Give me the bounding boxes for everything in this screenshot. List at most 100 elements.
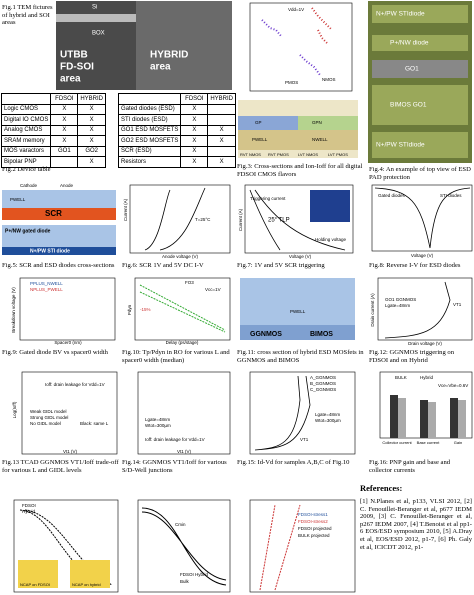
curve [144,187,206,251]
plot-label: Wtot=300µm [315,418,341,423]
legend: PPLUS_NWELL [30,281,63,286]
legend: BULK projected [298,533,330,538]
layout-block [372,35,468,51]
caption: Fig.9: Gated diode BV vs spacer0 width [2,349,108,356]
legend: C_GGNMOS [310,387,336,392]
xs-label: PWELL [290,309,306,314]
table-cell: X [180,135,209,147]
axis-title: Pdyn [127,304,132,315]
header-row: FDSOI HYBRID [0,93,107,105]
table-cell: X [180,156,209,168]
tem-box [56,14,136,22]
references: [1] N.Planes et al, p133, VLSI 2012, [2]… [360,498,472,551]
header-cell: FDSOI [180,93,209,105]
xs-label: GGNMOS [250,331,282,338]
curve [259,504,301,591]
x-label: Gain [454,440,462,445]
legend: Black: same L [80,421,109,426]
plot-frame [244,184,354,254]
xs-label: SCR [45,209,62,218]
plot-label: -15% [140,307,151,312]
region [238,116,298,130]
xs-label: N+/PW STI diode [30,248,70,254]
tem-label: FD-SOI [60,62,94,73]
table-cell: Analog CMOS [0,124,52,136]
table-cell: GO1 ESD MOSFETS [117,124,182,136]
plot-frame [137,499,231,593]
table-cell: X [77,156,107,168]
plot-frame [371,184,473,252]
table-cell: GO1 [50,145,79,157]
plot-label: Cmin [175,522,186,527]
layout-block [372,5,468,23]
curve [384,281,451,339]
plot-label: Holding voltage [315,237,347,242]
axis-title: Drain current (A) [370,293,375,327]
table-cell: X [180,103,209,115]
legend: Bulk [180,579,190,584]
plot-label: Ioff: drain leakage for Vdd=1V [45,382,105,387]
x-label: Collector current [382,440,412,445]
header-cell [0,93,52,105]
layout-block [372,60,468,78]
bar-illustration [458,400,466,438]
table-cell [207,103,237,115]
inset-label: NCAP on hybrid [72,582,101,587]
xs-label: PWELL [252,137,268,142]
bar-illustration [390,395,398,438]
xs-label: GPN [312,120,322,125]
xs-label: PWELL [10,197,26,202]
table-row: SRAM memory X X [0,135,107,147]
axis-title: Drain voltage (V) [408,341,442,346]
table-row: Resistors X X [117,156,237,168]
legend: BULK [395,375,407,380]
legend: A_GGNMOS [310,375,336,380]
inset-label: NCAP on FDSOI [20,582,50,587]
legend: FDSOI Hybrid [180,572,209,577]
xs-label: RVT PMOS [268,152,289,157]
table-cell: X [207,156,237,168]
xs-label: LVT NMOS [298,152,318,157]
curve [249,189,346,251]
table-cell: STI diodes (ESD) [117,114,182,126]
legend: B_GGNMOS [310,381,336,386]
scatter-cloud [261,19,321,76]
table-cell [207,114,237,126]
xs-label: P+/NW gated diode [5,228,51,234]
xs-label: Cathode [20,183,38,188]
table-cell: Digital IO CMOS [0,114,52,126]
table-cell: MOS varactors [0,145,52,157]
plot-frame [249,2,353,92]
plot-frame [21,371,118,455]
header-cell [117,93,182,105]
bar-illustration [420,400,428,438]
table-row: Digital IO CMOS X X [0,114,107,126]
table-cell: SCR (ESD) [117,145,182,157]
layout-label: P+/NW diode [390,40,429,47]
legend: No GIDL model [30,421,61,426]
table-cell: Gated diodes (ESD) [117,103,182,115]
table-row: GO1 ESD MOSFETS X X [117,124,237,136]
xs-label: Anode [60,183,74,188]
plot-label: Lgate=48nm [385,303,410,308]
axis-title: Vt1 (V) [63,449,78,454]
bar-illustration [398,398,406,438]
legend: Weak GIDL model [30,409,67,414]
region [238,130,358,150]
plot-frame [249,371,356,455]
table-row: MOS varactors GO1 GO2 [0,145,107,157]
caption: Fig.11: cross section of hybrid ESD MOSf… [237,349,364,364]
header-cell: HYBRID [77,93,107,105]
legend: Hybrid [420,375,434,380]
xs-label: LVT PMOS [328,152,348,157]
xs-label: NWELL [312,137,328,142]
caption: Fig.14: GGNMOS VT1/Ioff for various S/D-… [122,459,227,474]
plot-label: Vce=Vbe=0.6V [438,383,468,388]
layout-block [372,132,468,158]
scatter-cloud [311,7,333,45]
table-cell: X [77,135,107,147]
table-cell [50,156,79,168]
curve [254,375,311,451]
